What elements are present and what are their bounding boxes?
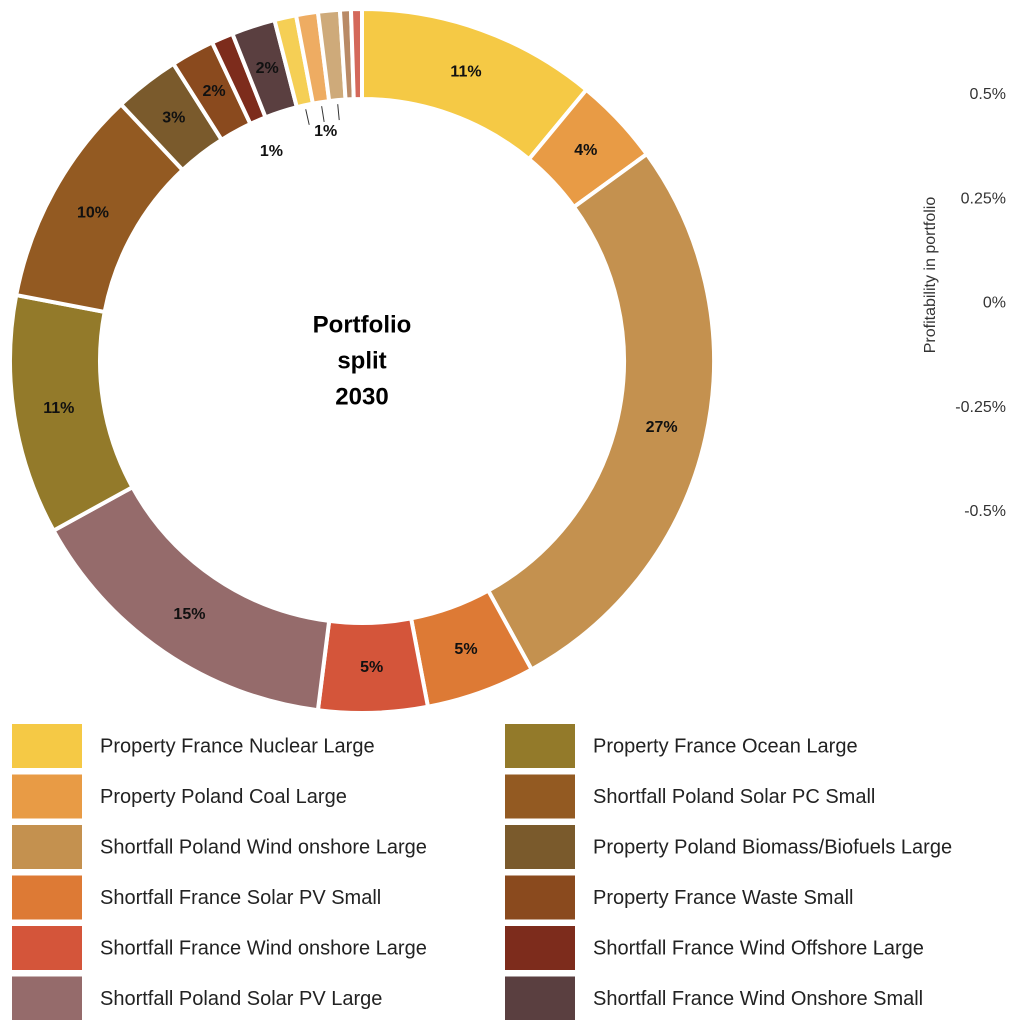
legend-swatch	[505, 976, 575, 1020]
legend-label: Shortfall France Solar PV Small	[100, 887, 381, 909]
center-label: 2030	[335, 383, 388, 410]
legend-label: Property France Ocean Large	[593, 735, 858, 757]
legend-swatch	[505, 875, 575, 920]
leader-line	[337, 104, 340, 121]
leader-line	[305, 109, 310, 125]
center-label: Portfolio	[313, 311, 412, 338]
center-label: split	[337, 347, 386, 374]
legend-label: Shortfall France Wind onshore Large	[100, 937, 427, 959]
data-label: 15%	[173, 606, 205, 623]
legend-swatch	[12, 976, 82, 1020]
donut-slice	[485, 151, 716, 673]
data-label: 3%	[162, 110, 185, 127]
data-label: 11%	[43, 400, 74, 417]
legend-label: Shortfall Poland Wind onshore Large	[100, 836, 427, 858]
legend-swatch	[12, 724, 82, 768]
data-label: 11%	[450, 63, 481, 80]
data-label: 27%	[646, 419, 678, 436]
legend-label: Shortfall France Wind Offshore Large	[593, 937, 924, 959]
side-tick-label: 0.25%	[961, 190, 1006, 207]
data-label: 4%	[574, 142, 597, 159]
data-label: 5%	[454, 641, 477, 658]
legend-swatch	[505, 774, 575, 819]
side-tick-label: 0%	[983, 295, 1006, 312]
legend-label: Property France Waste Small	[593, 887, 853, 909]
legend-swatch	[505, 926, 575, 970]
leader-line	[321, 106, 325, 123]
legend-label: Property Poland Coal Large	[100, 786, 347, 808]
legend-label: Shortfall France Wind Onshore Small	[593, 988, 923, 1010]
side-tick-label: -0.25%	[955, 399, 1006, 416]
donut-slice	[50, 484, 332, 713]
legend-label: Property Poland Biomass/Biofuels Large	[593, 836, 952, 858]
legend-label: Shortfall Poland Solar PC Small	[593, 786, 875, 808]
data-label: 10%	[77, 204, 109, 221]
legend-label: Shortfall Poland Solar PV Large	[100, 988, 382, 1010]
data-label: 1%	[314, 123, 337, 140]
legend-swatch	[12, 774, 82, 819]
legend-swatch	[505, 724, 575, 768]
donut-slice	[348, 6, 364, 102]
data-label: 2%	[203, 83, 226, 100]
legend-swatch	[12, 926, 82, 970]
legend-swatch	[505, 825, 575, 869]
data-label: 1%	[260, 143, 283, 160]
legend-swatch	[12, 875, 82, 920]
data-label: 2%	[256, 60, 279, 77]
side-axis-label: Profitability in portfolio	[922, 197, 939, 354]
legend-label: Property France Nuclear Large	[100, 735, 375, 757]
data-label: 5%	[360, 659, 383, 676]
side-tick-label: 0.5%	[970, 86, 1006, 103]
side-tick-label: -0.5%	[964, 503, 1006, 520]
legend-swatch	[12, 825, 82, 869]
